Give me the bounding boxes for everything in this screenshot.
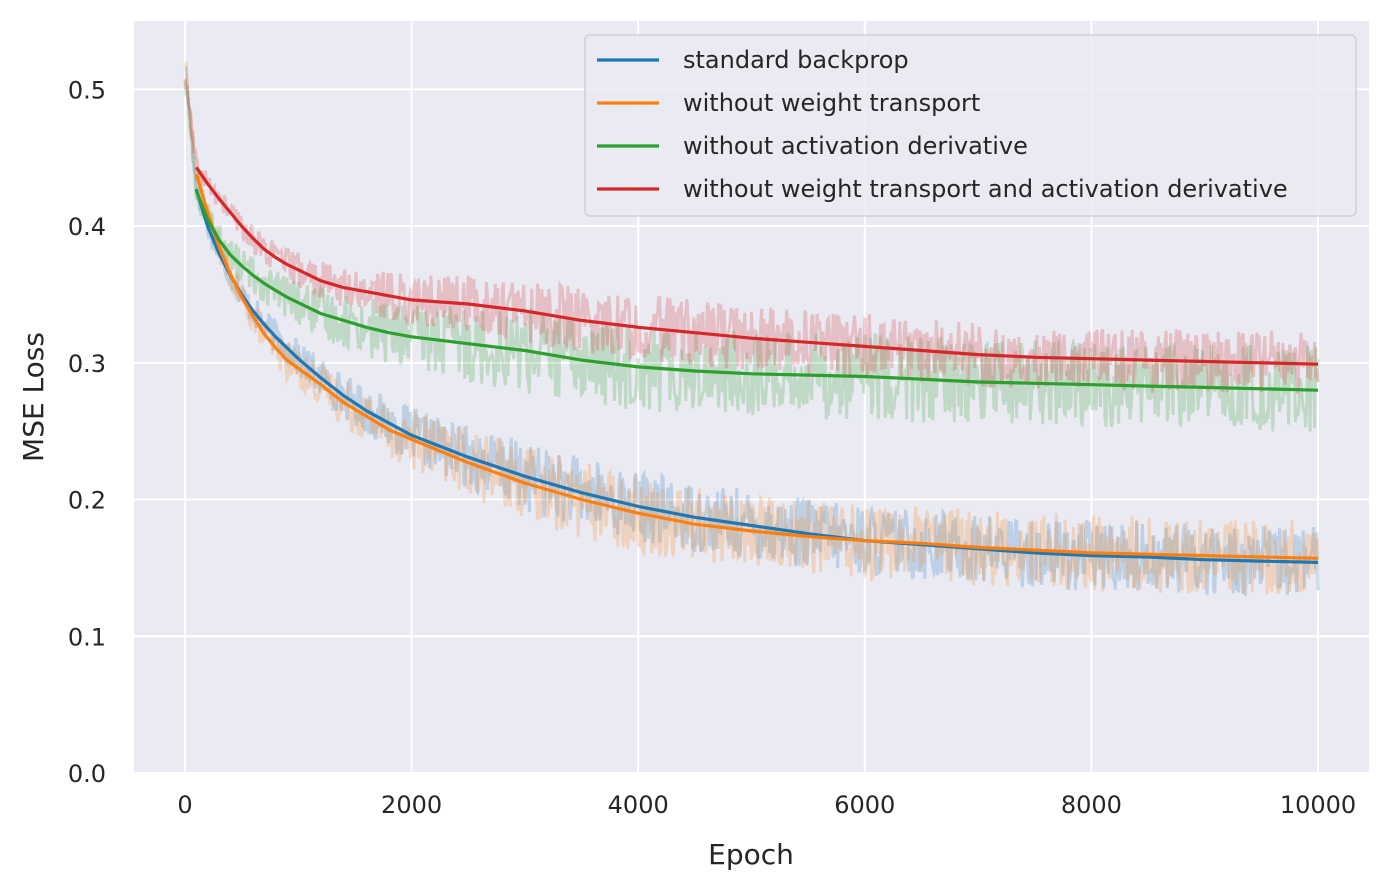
series-lines [194, 166, 1319, 564]
y-tick-label: 0.5 [68, 76, 106, 104]
series-line [194, 189, 1319, 392]
y-tick-label: 0.2 [68, 487, 106, 515]
y-axis-title: MSE Loss [17, 332, 50, 462]
y-tick-label: 0.4 [68, 213, 106, 241]
y-tick-label: 0.0 [68, 760, 106, 788]
legend-frame [584, 34, 1357, 217]
legend-label: standard backprop [683, 46, 909, 74]
y-tick-label: 0.3 [68, 350, 106, 378]
x-tick-label: 10000 [1280, 791, 1356, 819]
legend-label: without activation derivative [683, 132, 1028, 160]
x-tick-label: 0 [177, 791, 192, 819]
x-tick-label: 8000 [1061, 791, 1122, 819]
legend: standard backprop without weight transpor… [584, 34, 1357, 217]
x-axis-title: Epoch [708, 838, 794, 871]
legend-label: without weight transport and activation … [683, 175, 1288, 203]
x-tick-label: 2000 [381, 791, 442, 819]
legend-label: without weight transport [683, 89, 980, 117]
y-tick-label: 0.1 [68, 623, 106, 651]
series-noise-band [183, 78, 1320, 394]
x-tick-label: 4000 [608, 791, 669, 819]
x-tick-label: 6000 [834, 791, 895, 819]
series-line [194, 166, 1319, 366]
tick-labels: 0 2000 4000 6000 8000 10000 0.0 0.1 0.2 0.3 0.4 0.5 [68, 76, 1356, 819]
series-line [194, 188, 1319, 564]
series-line [194, 173, 1319, 560]
